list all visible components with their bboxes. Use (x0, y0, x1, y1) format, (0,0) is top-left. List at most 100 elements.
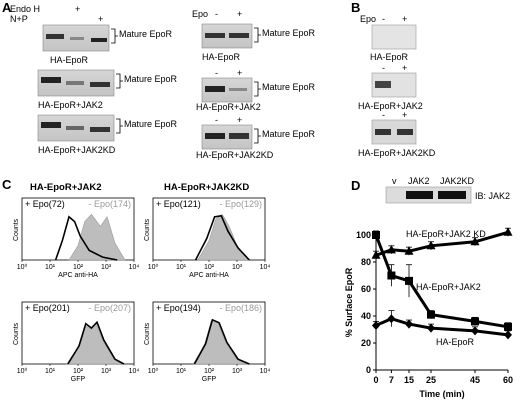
b-epo-sign-minus: - (382, 110, 385, 120)
x-tick-label: 10⁴ (260, 368, 271, 375)
blot-b-1 (371, 24, 417, 50)
x-axis-label: APC anti-HA (189, 272, 229, 279)
counts-axis-label: Counts (13, 218, 20, 241)
mature-epor-label: Mature EpoR (262, 129, 316, 139)
data-point (371, 250, 381, 259)
np-row-label: N+P (10, 14, 28, 24)
x-axis-label: GFP (202, 376, 217, 383)
epo-row-label: Epo (192, 9, 208, 19)
surface-epor-chart: 0 20 40 60 80 100 0 7 15 25 45 60 Time (min) % Surfac… (344, 227, 513, 399)
x-tick-label: 10² (204, 264, 215, 271)
x-axis-label: GFP (71, 376, 86, 383)
counts-axis-label: Counts (144, 322, 151, 345)
blot-caption: HA-EpoR+JAK2 (38, 100, 103, 110)
x-tick-label: 10³ (232, 264, 243, 271)
x-tick-label: 10¹ (176, 264, 187, 271)
data-point (387, 314, 396, 324)
b-epo-sign-plus: + (402, 110, 407, 120)
mature-epor-label: Mature EpoR (262, 82, 316, 92)
x-tick-label: 10³ (101, 368, 112, 375)
x-tick-label: 25 (426, 375, 436, 385)
y-tick-label: 20 (361, 338, 371, 348)
x-axis-title: Time (min) (419, 389, 464, 399)
endoh-row-label: Endo H (10, 4, 40, 14)
x-tick-label: 45 (470, 375, 480, 385)
blot-a-left-2 (37, 69, 123, 97)
x-tick-label: 15 (404, 375, 414, 385)
data-point (504, 330, 512, 340)
y-tick-label: 80 (361, 257, 371, 267)
data-point (503, 227, 513, 236)
epo-sign-plus: + (237, 115, 242, 125)
lane-jak2kd: JAK2KD (440, 176, 475, 186)
data-point (471, 326, 479, 336)
np-sign-3: + (98, 14, 103, 24)
blot-a-right-3 (201, 124, 261, 150)
data-point (404, 246, 414, 255)
plus-epo-label: + Epo(72) (25, 199, 65, 209)
mature-epor-label: Mature EpoR (119, 29, 173, 39)
flow-plot: + Epo(201) - Epo(207) Counts 10⁰ 10¹ 10² 10³ 10… (13, 301, 140, 383)
panel-label-b: B (351, 0, 360, 15)
mature-epor-label: Mature EpoR (262, 28, 316, 38)
data-point (504, 322, 512, 331)
minus-epo-label: - Epo(186) (219, 303, 262, 313)
data-point (471, 317, 479, 326)
blot-caption: HA-EpoR+JAK2KD (358, 148, 436, 158)
x-tick-label: 10⁰ (148, 367, 159, 375)
counts-axis-label: Counts (144, 218, 151, 241)
y-tick-label: 0 (366, 365, 371, 375)
blot-a-right-1 (201, 23, 261, 49)
epo-sign-minus: - (215, 9, 218, 19)
series-label: HA-EpoR+JAK2 (416, 282, 481, 292)
panel-label-c: C (2, 177, 12, 192)
blot-caption: HA-EpoR (202, 52, 241, 62)
mature-epor-label: Mature EpoR (124, 119, 178, 129)
data-point (405, 319, 413, 329)
jak2-blot: v JAK2 JAK2KD IB: JAK2 (385, 176, 510, 204)
y-axis-title: % Surface EpoR (344, 267, 354, 337)
series-line (375, 317, 509, 337)
minus-epo-histogram (68, 213, 126, 261)
panel-label-a: A (2, 0, 12, 15)
minus-epo-label: - Epo(174) (88, 199, 131, 209)
blot-caption: HA-EpoR (370, 52, 409, 62)
blot-caption: HA-EpoR+JAK2 (358, 101, 423, 111)
x-tick-label: 10¹ (45, 264, 56, 271)
mature-epor-label: Mature EpoR (124, 74, 178, 84)
endoh-sign-2: + (75, 4, 80, 14)
blot-b-3 (371, 119, 417, 145)
counts-axis-label: Counts (13, 322, 20, 345)
y-tick-label: 100 (356, 230, 371, 240)
blot-a-left-1 (42, 24, 118, 52)
data-point (470, 236, 480, 246)
flow-plot: + Epo(194) - Epo(186) Counts 10⁰ 10¹ 10² 10³ 10… (144, 301, 271, 383)
x-tick-label: 10² (204, 368, 215, 375)
x-tick-label: 10¹ (176, 368, 187, 375)
panel-label-d: D (351, 178, 360, 193)
blot-caption: HA-EpoR+JAK2KD (38, 145, 116, 155)
blot-caption: HA-EpoR+JAK2 (196, 102, 261, 112)
minus-epo-label: - Epo(207) (88, 303, 131, 313)
x-tick-label: 60 (503, 375, 513, 385)
data-point (427, 323, 435, 333)
epo-sign-plus: + (237, 68, 242, 78)
x-tick-label: 10³ (232, 368, 243, 375)
x-tick-label: 10¹ (45, 368, 56, 375)
epo-sign-minus: - (215, 115, 218, 125)
x-tick-label: 10² (73, 368, 84, 375)
series-line (374, 234, 509, 329)
plus-epo-histogram (193, 318, 250, 365)
x-tick-label: 10² (73, 264, 84, 271)
plus-epo-histogram (194, 214, 250, 261)
x-tick-label: 10⁴ (260, 264, 271, 271)
data-point (426, 240, 436, 250)
x-tick-label: 10⁴ (129, 368, 140, 375)
flow-header-jak2kd: HA-EpoR+JAK2KD (164, 182, 249, 193)
b-epo-sign-plus: + (402, 63, 407, 73)
plus-epo-histogram (67, 320, 125, 365)
series: HA-EpoR (372, 310, 512, 347)
x-tick-label: 10⁰ (148, 263, 159, 271)
plus-epo-histogram (54, 215, 118, 261)
